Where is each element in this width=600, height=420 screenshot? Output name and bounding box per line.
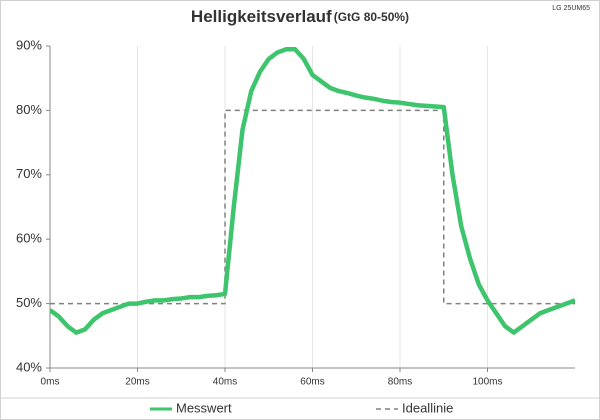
x-tick-label: 20ms (125, 377, 149, 388)
chart-subtitle: (GtG 80-50%) (334, 10, 409, 24)
y-tick-label: 40% (16, 359, 42, 374)
chart-heading: Helligkeitsverlauf (GtG 80-50%) (191, 7, 409, 26)
series-line (50, 109, 575, 305)
x-tick-label: 100ms (472, 377, 502, 388)
y-tick-label: 80% (16, 102, 42, 117)
x-tick-label: 40ms (213, 377, 237, 388)
y-tick-label: 70% (16, 166, 42, 181)
x-tick-label: 80ms (388, 377, 412, 388)
y-tick-label: 90% (16, 37, 42, 52)
y-tick-label: 50% (16, 295, 42, 310)
x-tick-label: 0ms (41, 377, 60, 388)
chart-title: Helligkeitsverlauf (191, 7, 332, 26)
annotation: LG 25UM65 (552, 5, 590, 12)
legend-label: Ideallinie (402, 400, 453, 415)
series-line (50, 46, 575, 335)
y-tick-label: 60% (16, 231, 42, 246)
x-tick-label: 60ms (300, 377, 324, 388)
legend-label: Messwert (176, 400, 232, 415)
